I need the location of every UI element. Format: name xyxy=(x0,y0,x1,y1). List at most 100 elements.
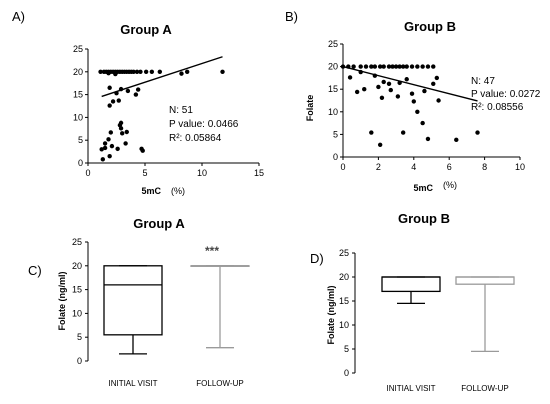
panel-a-data-point xyxy=(99,147,104,152)
panel-b-trend-line xyxy=(342,65,478,102)
panel-b-data-point xyxy=(377,64,383,69)
panel-a-y-tick-label: 5 xyxy=(78,135,83,145)
panel-a-stat-n: N: 51 xyxy=(169,105,193,116)
panel-c-y-tick-label: 20 xyxy=(72,261,82,271)
panel-c-box xyxy=(103,265,163,336)
panel-b-y-tick-label: 5 xyxy=(333,129,338,139)
panel-c-category-label: FOLLOW-UP xyxy=(196,379,243,388)
panel-a-data-point xyxy=(120,131,125,136)
panel-b-data-point xyxy=(377,142,383,147)
panel-c-label: C) xyxy=(28,263,42,278)
panel-a-data-point xyxy=(123,141,128,146)
panel-d-y-tick-label: 5 xyxy=(344,344,349,354)
panel-b-y-tick-label: 15 xyxy=(328,84,338,94)
panel-d-category-label: INITIAL VISIT xyxy=(386,384,435,393)
panel-c-y-tick-label: 15 xyxy=(72,285,82,295)
panel-b-data-point xyxy=(358,64,363,69)
panel-d-y-tick-label: 10 xyxy=(339,320,349,330)
panel-d-title: Group B xyxy=(398,211,450,226)
panel-a-data-point xyxy=(133,92,139,97)
panel-a-label: A) xyxy=(12,9,25,24)
panel-a-data-point xyxy=(102,141,108,146)
panel-a-data-point xyxy=(110,99,116,104)
panel-b-stat-n: N: 47 xyxy=(471,76,495,87)
panel-b-data-point xyxy=(386,64,392,69)
panel-b-data-point xyxy=(358,69,363,75)
panel-d: D) Group B Folate (ng/ml) 0 5 10 15 20 25 INIT… xyxy=(310,211,515,393)
panel-b-data-point xyxy=(454,137,459,143)
panel-a-data-point xyxy=(109,143,115,149)
panel-a-title: Group A xyxy=(120,22,172,37)
panel-a-data-point xyxy=(184,69,190,75)
panel-b-data-point xyxy=(425,136,431,142)
panel-b-data-point xyxy=(431,64,436,69)
panel-b-y-label: Folate xyxy=(305,95,315,122)
panel-b-data-point xyxy=(369,130,374,135)
panel-b-data-point xyxy=(409,64,415,69)
panel-b-data-point xyxy=(400,64,406,69)
panel-b-data-point xyxy=(381,79,386,85)
panel-b-data-point xyxy=(409,91,415,96)
panel-d-y-label: Folate (ng/ml) xyxy=(326,286,336,345)
panel-b-data-point xyxy=(436,98,441,103)
panel-b-x-tick-label: 0 xyxy=(340,162,345,172)
panel-c-y-tick-label: 25 xyxy=(72,237,82,247)
panel-b-y-tick-label: 0 xyxy=(333,152,338,162)
panel-b-data-point xyxy=(346,64,351,69)
panel-b-data-point xyxy=(393,64,399,69)
panel-b-data-point xyxy=(381,64,386,69)
panel-a-y-tick-label: 15 xyxy=(73,90,83,100)
panel-c-title: Group A xyxy=(133,216,185,231)
panel-b-data-point xyxy=(340,64,346,69)
panel-b-stat-p: P value: 0.0272 xyxy=(471,89,541,100)
panel-b-data-point xyxy=(420,64,425,69)
panel-b-data-point xyxy=(415,64,420,69)
panel-a-data-point xyxy=(106,137,111,142)
panel-b-data-point xyxy=(386,81,392,86)
panel-a-y-tick-label: 25 xyxy=(73,44,83,54)
panel-b-data-point xyxy=(354,89,360,95)
panel-a-data-point xyxy=(114,91,119,96)
panel-b-data-point xyxy=(425,64,431,69)
panel-a-data-point xyxy=(98,69,103,75)
panel-a-x-tick-label: 5 xyxy=(142,168,147,178)
panel-a-y-tick-label: 20 xyxy=(73,67,83,77)
panel-b-data-point xyxy=(422,88,427,94)
panel-a-data-point xyxy=(157,69,163,75)
panel-b-data-point xyxy=(400,130,406,135)
panel-d-y-tick-label: 15 xyxy=(339,296,349,306)
panel-b-data-point xyxy=(434,75,440,81)
panel-a-data-point xyxy=(113,71,118,77)
panel-a-stat-r2: R²: 0.05864 xyxy=(169,133,222,144)
panel-b-data-point xyxy=(376,84,381,90)
panel-a-x-tick-label: 0 xyxy=(85,168,90,178)
panel-b-y-tick-label: 20 xyxy=(328,62,338,72)
panel-b-data-point xyxy=(379,95,385,100)
panel-a-y-tick-label: 0 xyxy=(78,158,83,168)
panel-d-y-tick-label: 25 xyxy=(339,248,349,258)
panel-b-x-tick-label: 2 xyxy=(376,162,381,172)
panel-b-data-point xyxy=(404,77,409,82)
panel-d-y-tick-label: 0 xyxy=(344,368,349,378)
panel-c: C) Group A Folate (ng/ml) *** 0 5 10 15 20 25… xyxy=(28,216,250,388)
panel-c-y-tick-label: 5 xyxy=(77,332,82,342)
panel-a-data-point xyxy=(138,69,143,75)
panel-a-data-point xyxy=(143,69,149,75)
panel-b-stat-r2: R²: 0.08556 xyxy=(471,102,524,113)
panel-d-y-tick-label: 20 xyxy=(339,272,349,282)
panel-a-x-unit: (%) xyxy=(171,186,185,196)
panel-a-data-point xyxy=(102,145,108,151)
panel-b-data-point xyxy=(397,64,402,69)
panel-b-data-point xyxy=(397,80,402,86)
panel-a-data-point xyxy=(140,148,145,153)
panel-d-box xyxy=(381,276,441,293)
panel-b-y-tick-label: 10 xyxy=(328,107,338,117)
panel-b-data-point xyxy=(369,64,374,69)
panel-a-data-point xyxy=(131,69,136,75)
panel-b-x-tick-label: 4 xyxy=(411,162,416,172)
panel-c-y-tick-label: 0 xyxy=(77,356,82,366)
panel-a-data-point xyxy=(106,70,111,76)
panel-b: B) Group B Folate 5mC (%) N: 47 P value:… xyxy=(285,9,541,193)
panel-a-data-point xyxy=(149,69,155,75)
